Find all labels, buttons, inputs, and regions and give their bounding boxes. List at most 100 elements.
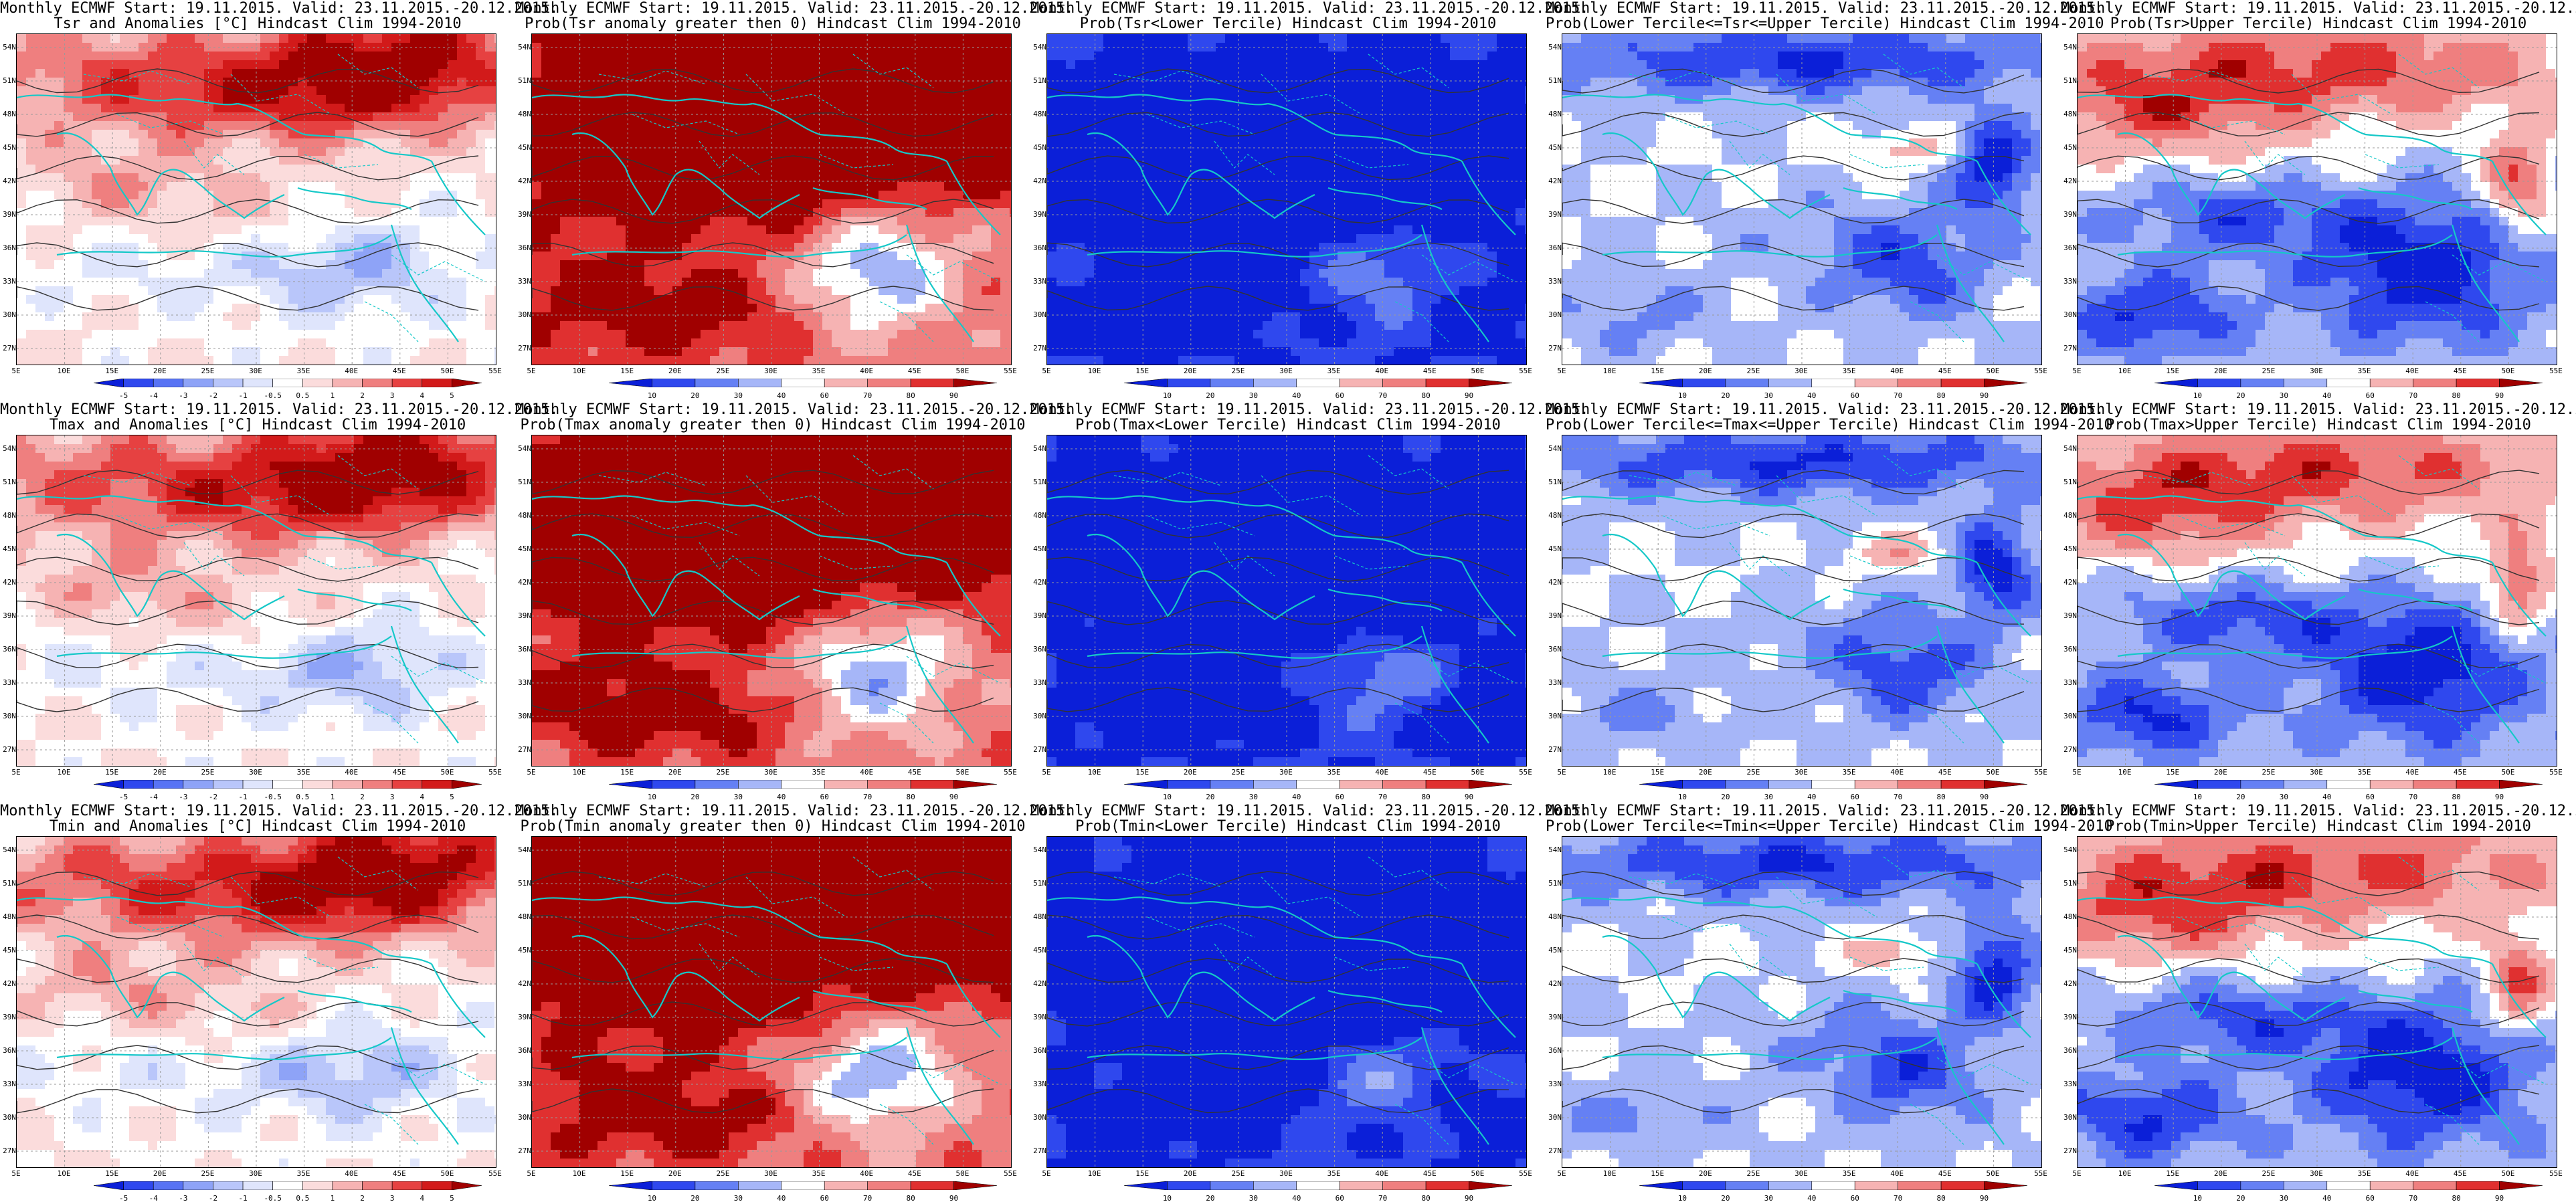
longitude-label: 15E [620,1169,634,1178]
latitude-label: 36N [515,243,531,252]
scale-swatch [1854,1181,1898,1190]
latitude-label: 51N [2061,879,2077,888]
panel-title-variable: Tmax and Anomalies [°C] Hindcast Clim 19… [0,417,515,433]
scale-swatch [1167,379,1211,387]
scale-tick-label: 4 [420,793,424,801]
scale-swatch [1253,379,1297,387]
latitude-label: 45N [2061,544,2077,553]
shaded-field [532,837,1011,1167]
scale-swatch [1124,1181,1168,1190]
latitude-label: 42N [515,177,531,185]
scale-tick-label: -0.5 [264,391,282,400]
scale-swatch [2284,780,2328,789]
longitude-label: 15E [1651,768,1664,777]
scale-tick-label: 80 [2452,793,2460,801]
scale-swatch [652,379,696,387]
latitude-label: 54N [1030,444,1046,453]
scale-swatch [302,1181,333,1190]
latitude-label: 36N [2061,243,2077,252]
map-panel: Monthly ECMWF Start: 19.11.2015. Valid: … [515,401,1073,803]
latitude-label: 51N [1030,879,1046,888]
scale-swatch [910,780,954,789]
scale-tick-label: 30 [1249,1194,1258,1203]
map-panel: Monthly ECMWF Start: 19.11.2015. Valid: … [0,0,558,401]
latitude-label: 30N [515,712,531,720]
scale-tick-label: 70 [1378,793,1387,801]
panel-title-header: Monthly ECMWF Start: 19.11.2015. Valid: … [1030,803,1588,819]
latitude-label: 33N [0,678,16,687]
longitude-label: 55E [2549,768,2563,777]
scale-tick-label: 70 [863,1194,872,1203]
latitude-label: 42N [2061,979,2077,988]
scale-swatch [332,780,363,789]
scale-swatch [1898,379,1942,387]
panel-title-header: Monthly ECMWF Start: 19.11.2015. Valid: … [1030,401,1588,418]
scale-tick-label: 10 [1163,391,1172,400]
scale-swatch [1854,780,1898,789]
scale-swatch [452,780,482,789]
scale-swatch [422,379,452,387]
latitude-label: 39N [0,210,16,219]
color-scale-bar [1639,780,2027,789]
country-borders [83,54,486,342]
latitude-label: 27N [1546,1146,1562,1155]
panel-title-variable: Prob(Lower Tercile<=Tmin<=Upper Tercile)… [1546,818,2113,835]
panel-title-variable: Prob(Tsr>Upper Tercile) Hindcast Clim 19… [2061,15,2576,32]
scale-swatch [2154,1181,2198,1190]
panel-title-header: Monthly ECMWF Start: 19.11.2015. Valid: … [1546,0,2104,17]
scale-tick-label: 80 [1421,1194,1430,1203]
longitude-label: 15E [620,367,634,375]
latitude-label: 42N [2061,578,2077,587]
latitude-label: 45N [1546,544,1562,553]
scale-swatch [183,379,213,387]
longitude-label: 10E [1603,367,1617,375]
scale-tick-label: 80 [906,391,915,400]
scale-swatch [2499,1181,2543,1190]
scale-tick-label: 90 [1465,1194,1473,1203]
scale-swatch [1296,379,1340,387]
map-canvas [1562,837,2041,1167]
scale-tick-label: 10 [1678,1194,1687,1203]
map-panel: Monthly ECMWF Start: 19.11.2015. Valid: … [515,0,1073,401]
scale-swatch [1469,379,1512,387]
longitude-label: 10E [1088,1169,1101,1178]
scale-swatch [695,1181,739,1190]
coastlines [2078,495,2547,744]
panel-title-header: Monthly ECMWF Start: 19.11.2015. Valid: … [1546,401,2104,418]
scale-tick-label: -2 [209,391,217,400]
scale-tick-label: -5 [119,391,128,400]
scale-swatch [1382,1181,1427,1190]
scale-swatch [242,379,273,387]
latitude-label: 30N [515,310,531,319]
scale-swatch [652,780,696,789]
longitude-label: 55E [2034,1169,2047,1178]
latitude-label: 30N [0,310,16,319]
scale-swatch [1898,780,1942,789]
scale-tick-label: 80 [1936,793,1945,801]
longitude-label: 25E [1231,1169,1245,1178]
scale-swatch [452,379,482,387]
longitude-label: 20E [153,768,167,777]
scale-swatch [781,379,825,387]
scale-swatch [867,1181,911,1190]
latitude-label: 27N [0,745,16,754]
scale-tick-label: -4 [149,1194,158,1203]
scale-swatch [781,1181,825,1190]
longitude-label: 30E [764,367,777,375]
scale-tick-label: 70 [2409,1194,2417,1203]
longitude-label: 35E [1327,768,1341,777]
longitude-label: 35E [2358,367,2371,375]
longitude-label: 50E [440,768,454,777]
latitude-label: 48N [515,110,531,118]
scale-tick-label: 40 [2322,391,2331,400]
scale-tick-label: 80 [1421,793,1430,801]
map-canvas [2078,435,2557,766]
latitude-label: 30N [0,712,16,720]
longitude-label: 10E [573,367,586,375]
longitude-label: 20E [2214,1169,2227,1178]
longitude-label: 5E [1042,768,1050,777]
coastlines [1562,94,2031,342]
graticule [17,435,496,766]
longitude-label: 25E [2262,1169,2275,1178]
coastlines [532,896,1001,1145]
